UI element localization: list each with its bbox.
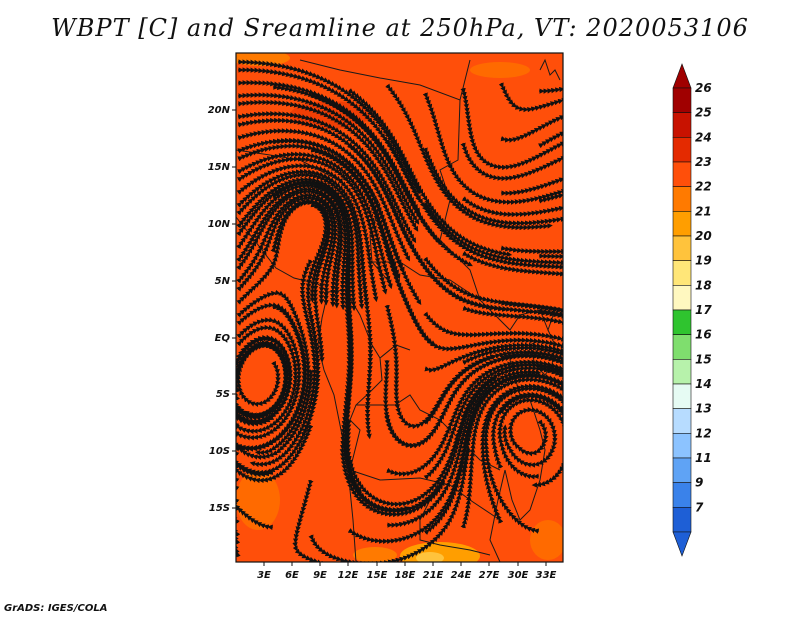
- longitude-ticks: [263, 562, 547, 566]
- colorbar-swatch: [672, 235, 692, 261]
- streamline: [500, 113, 563, 143]
- map-panel: [235, 52, 564, 563]
- colorbar-swatch: [672, 211, 692, 237]
- lat-label: 10N: [208, 219, 231, 230]
- lon-label: 15E: [367, 570, 388, 581]
- streamline: [236, 495, 240, 504]
- lon-label: 6E: [285, 570, 299, 581]
- lat-label: EQ: [215, 333, 231, 344]
- streamline: [462, 250, 563, 277]
- colorbar-swatch: [672, 285, 692, 311]
- lat-label: 5S: [216, 389, 230, 400]
- colorbar-top-arrow: [672, 63, 692, 89]
- streamline: [500, 176, 563, 196]
- colorbar-swatch: [672, 433, 692, 459]
- colorbar-label: 23: [695, 155, 712, 169]
- colorbar-swatch: [672, 186, 692, 212]
- cool-patch: [353, 547, 397, 562]
- streamline: [423, 311, 563, 342]
- latitude-axis: 20N 15N 10N 5N EQ 5S 10S 15S: [208, 105, 231, 514]
- streamline: [460, 376, 563, 529]
- colorbar-bottom-arrow: [672, 531, 692, 557]
- cool-patch: [236, 470, 280, 530]
- streamline: [236, 536, 241, 558]
- colorbar-label: 16: [695, 328, 712, 342]
- streamline: [498, 82, 563, 113]
- latitude-ticks: [232, 109, 236, 509]
- colorbar-label: 7: [695, 500, 704, 514]
- streamline: [236, 501, 274, 531]
- colorbar-swatch: [672, 359, 692, 385]
- streamline: [461, 196, 563, 218]
- grads-credit: GrADS: IGES/COLA: [4, 603, 108, 614]
- lon-label: 18E: [395, 570, 416, 581]
- streamlines: [236, 59, 563, 562]
- colorbar-label: 21: [695, 204, 712, 218]
- colorbar-label: 11: [695, 451, 712, 465]
- streamline: [538, 192, 563, 204]
- lon-label: 9E: [313, 570, 327, 581]
- colorbar-label: 26: [695, 81, 712, 95]
- streamline: [500, 352, 563, 365]
- warm-patch: [290, 101, 370, 129]
- colorbar-swatch: [672, 309, 692, 335]
- streamline: [236, 482, 240, 491]
- colorbar-label: 18: [695, 278, 712, 292]
- streamline: [483, 385, 563, 534]
- lon-label: 30E: [508, 570, 529, 581]
- lat-label: 10S: [209, 446, 230, 457]
- longitude-axis: 3E 6E 9E 12E 15E 18E 21E 24E 27E 30E 33E: [257, 570, 556, 581]
- colorbar-swatch: [672, 260, 692, 286]
- lon-label: 12E: [338, 570, 359, 581]
- colorbar-swatch: [672, 507, 692, 533]
- streamline: [500, 245, 563, 255]
- lon-label: 21E: [423, 570, 444, 581]
- lat-label: 5N: [215, 276, 231, 287]
- map-frame: [235, 52, 564, 563]
- colorbar-label: 17: [695, 303, 712, 317]
- cool-patch: [470, 62, 530, 78]
- wbpt-field: [236, 53, 563, 562]
- lat-label: 20N: [208, 105, 231, 116]
- colorbar-swatch: [672, 383, 692, 409]
- colorbar-label: 19: [695, 254, 712, 268]
- colorbar-label: 20: [695, 229, 712, 243]
- lon-label: 33E: [536, 570, 557, 581]
- colorbar-label: 15: [695, 352, 712, 366]
- streamline: [538, 86, 563, 94]
- streamline: [462, 345, 563, 366]
- lat-label: 15S: [209, 503, 230, 514]
- colorbar-swatch: [672, 161, 692, 187]
- chart-title: WBPT [C] and Sreamline at 250hPa, VT: 20…: [51, 14, 749, 42]
- colorbar-swatch: [672, 408, 692, 434]
- colorbar-label: 13: [695, 402, 712, 416]
- colorbar-swatch: [672, 137, 692, 163]
- lon-label: 27E: [479, 570, 500, 581]
- colorbar: 26 25 24 23 22 21 20 19 18 17 16 15 14 13 12 11 9 7: [672, 63, 712, 557]
- streamline: [538, 363, 563, 375]
- streamline: [292, 479, 339, 562]
- colorbar-swatch: [672, 112, 692, 138]
- lat-label: 15N: [208, 162, 231, 173]
- streamline: [236, 424, 314, 484]
- lon-label: 3E: [257, 570, 271, 581]
- lon-label: 24E: [451, 570, 472, 581]
- colorbar-label: 9: [695, 476, 703, 490]
- streamline: [538, 308, 563, 318]
- colorbar-swatch: [672, 482, 692, 508]
- colorbar-label: 24: [695, 130, 712, 144]
- colorbar-swatch: [672, 334, 692, 360]
- streamline: [462, 305, 563, 325]
- streamline: [538, 253, 563, 260]
- colorbar-label: 12: [695, 426, 712, 440]
- colorbar-label: 14: [695, 377, 712, 391]
- colorbar-swatch: [672, 457, 692, 483]
- cool-patch: [530, 520, 563, 560]
- colorbar-swatch: [672, 87, 692, 113]
- colorbar-label: 22: [695, 180, 712, 194]
- colorbar-label: 25: [695, 106, 712, 120]
